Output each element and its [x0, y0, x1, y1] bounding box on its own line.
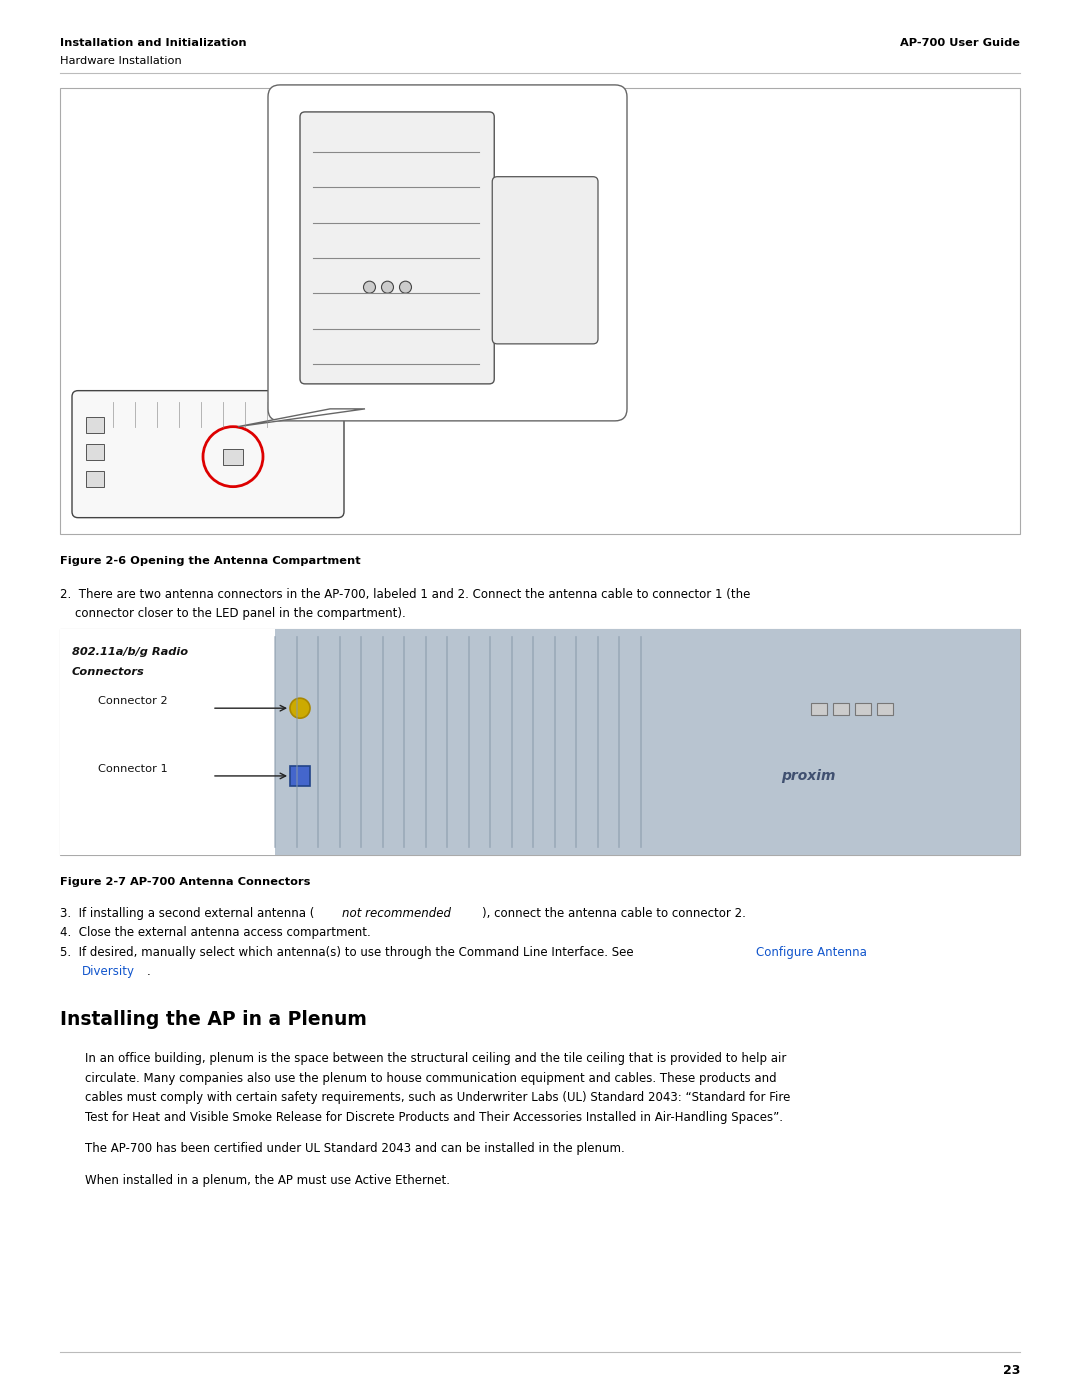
Bar	[291, 766, 310, 787]
FancyBboxPatch shape	[268, 85, 627, 420]
Bar	[222, 448, 243, 465]
Text: Hardware Installation: Hardware Installation	[60, 56, 181, 66]
Text: not recommended: not recommended	[342, 907, 451, 921]
Bar	[307, 407, 315, 419]
Bar	[295, 407, 303, 419]
Bar	[275, 629, 1020, 855]
Text: connector closer to the LED panel in the compartment).: connector closer to the LED panel in the…	[60, 608, 406, 620]
Text: When installed in a plenum, the AP must use Active Ethernet.: When installed in a plenum, the AP must …	[85, 1173, 450, 1187]
Bar	[60, 629, 1020, 855]
Text: 802.11a/b/g Radio: 802.11a/b/g Radio	[72, 647, 188, 657]
Text: Diversity: Diversity	[82, 965, 135, 978]
FancyBboxPatch shape	[300, 112, 495, 384]
Text: cables must comply with certain safety requirements, such as Underwriter Labs (U: cables must comply with certain safety r…	[85, 1091, 791, 1105]
Polygon shape	[238, 409, 365, 426]
Bar	[283, 407, 291, 419]
Bar	[855, 703, 872, 715]
Text: Connectors: Connectors	[72, 668, 145, 678]
Bar	[319, 407, 327, 419]
Text: The AP-700 has been certified under UL Standard 2043 and can be installed in the: The AP-700 has been certified under UL S…	[85, 1143, 624, 1155]
Text: ), connect the antenna cable to connector 2.: ), connect the antenna cable to connecto…	[482, 907, 746, 921]
Text: Figure 2-7 AP-700 Antenna Connectors: Figure 2-7 AP-700 Antenna Connectors	[60, 877, 310, 887]
Bar	[60, 629, 275, 855]
Circle shape	[381, 281, 393, 293]
Text: 2.  There are two antenna connectors in the AP-700, labeled 1 and 2. Connect the: 2. There are two antenna connectors in t…	[60, 588, 751, 601]
Text: Installing the AP in a Plenum: Installing the AP in a Plenum	[60, 1010, 367, 1030]
Bar	[86, 444, 104, 460]
Bar	[86, 471, 104, 486]
Bar	[86, 416, 104, 433]
Text: 5.  If desired, manually select which antenna(s) to use through the Command Line: 5. If desired, manually select which ant…	[60, 946, 637, 958]
Bar	[60, 88, 1020, 534]
Text: Installation and Initialization: Installation and Initialization	[60, 38, 246, 47]
Circle shape	[291, 698, 310, 718]
Text: Configure Antenna: Configure Antenna	[756, 946, 867, 958]
Text: Figure 2-6 Opening the Antenna Compartment: Figure 2-6 Opening the Antenna Compartme…	[60, 556, 361, 566]
Text: Connector 1: Connector 1	[98, 764, 167, 774]
FancyBboxPatch shape	[72, 391, 345, 518]
Bar	[811, 703, 827, 715]
Text: circulate. Many companies also use the plenum to house communication equipment a: circulate. Many companies also use the p…	[85, 1071, 777, 1085]
Text: In an office building, plenum is the space between the structural ceiling and th: In an office building, plenum is the spa…	[85, 1052, 786, 1066]
Text: proxim: proxim	[782, 768, 836, 782]
Text: .: .	[147, 965, 151, 978]
Text: Connector 2: Connector 2	[98, 697, 167, 707]
Text: 23: 23	[1002, 1363, 1020, 1377]
Circle shape	[364, 281, 376, 293]
Text: AP-700 User Guide: AP-700 User Guide	[900, 38, 1020, 47]
Bar	[877, 703, 893, 715]
Text: 3.  If installing a second external antenna (: 3. If installing a second external anten…	[60, 907, 314, 921]
FancyBboxPatch shape	[492, 176, 598, 344]
Circle shape	[400, 281, 411, 293]
Bar	[834, 703, 849, 715]
Text: 4.  Close the external antenna access compartment.: 4. Close the external antenna access com…	[60, 926, 370, 939]
Text: Test for Heat and Visible Smoke Release for Discrete Products and Their Accessor: Test for Heat and Visible Smoke Release …	[85, 1111, 783, 1125]
